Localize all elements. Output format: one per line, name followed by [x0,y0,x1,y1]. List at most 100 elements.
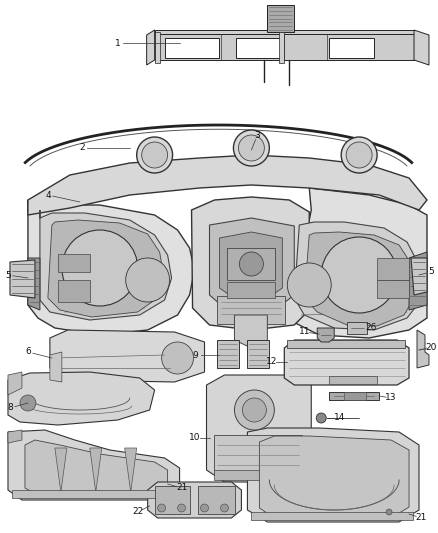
Polygon shape [414,30,429,65]
Polygon shape [411,258,427,295]
Polygon shape [8,430,180,500]
Bar [215,470,302,480]
Bar [251,512,413,520]
Bar [344,392,366,400]
Polygon shape [218,340,240,368]
Circle shape [287,263,331,307]
Circle shape [233,130,269,166]
Circle shape [234,390,274,430]
Polygon shape [50,330,205,382]
Polygon shape [191,197,309,330]
Polygon shape [48,220,164,317]
Polygon shape [284,340,409,385]
Bar [215,435,302,475]
Circle shape [321,237,397,313]
Polygon shape [317,328,334,342]
Polygon shape [155,34,414,60]
Text: 26: 26 [365,324,377,333]
Circle shape [341,137,377,173]
Text: 5: 5 [428,268,434,277]
Polygon shape [209,218,294,312]
Polygon shape [267,5,294,32]
Polygon shape [8,372,155,425]
Text: 1: 1 [115,38,120,47]
Circle shape [126,258,170,302]
Text: 2: 2 [79,143,85,152]
Polygon shape [148,482,241,518]
Bar [58,254,90,272]
Bar [165,38,219,58]
Polygon shape [8,372,22,395]
Polygon shape [219,232,283,303]
Circle shape [201,504,208,512]
Text: 12: 12 [266,358,277,367]
Text: 6: 6 [25,348,31,357]
Bar [227,248,276,280]
Text: 5: 5 [5,271,11,279]
Text: 21: 21 [176,483,187,492]
Text: 22: 22 [132,507,143,516]
Bar [12,490,173,498]
Bar [58,280,90,302]
Bar [329,376,377,384]
Bar [198,486,236,514]
Polygon shape [40,210,172,320]
Polygon shape [347,322,367,334]
Circle shape [158,504,166,512]
Text: 11: 11 [299,327,310,336]
Bar [237,38,281,58]
Text: 3: 3 [254,131,260,140]
Polygon shape [50,352,62,382]
Polygon shape [206,375,311,482]
Polygon shape [247,340,269,368]
Polygon shape [28,258,40,310]
Polygon shape [259,436,409,518]
Text: 8: 8 [7,403,13,413]
Text: 13: 13 [385,393,397,402]
Circle shape [177,504,186,512]
Circle shape [20,395,36,411]
Text: 20: 20 [425,343,437,352]
Circle shape [162,342,194,374]
Circle shape [386,509,392,515]
Circle shape [316,413,326,423]
Polygon shape [25,440,168,496]
Bar [287,340,405,348]
Text: 14: 14 [333,414,345,423]
Polygon shape [281,188,427,338]
Bar [155,486,190,514]
Polygon shape [304,232,414,326]
Bar [377,258,409,280]
Polygon shape [10,260,35,298]
Polygon shape [329,392,379,400]
Polygon shape [279,32,284,63]
Circle shape [137,137,173,173]
Polygon shape [8,430,22,443]
Circle shape [240,252,263,276]
Bar [218,296,285,324]
Circle shape [238,135,265,161]
Circle shape [141,142,168,168]
Circle shape [346,142,372,168]
Polygon shape [155,32,159,63]
Polygon shape [409,252,427,310]
Circle shape [242,398,266,422]
Polygon shape [125,448,137,492]
Text: 9: 9 [193,351,198,359]
Bar [227,282,276,298]
Polygon shape [28,155,427,215]
Circle shape [62,230,138,306]
Circle shape [220,504,229,512]
Polygon shape [247,428,419,522]
Bar [377,280,409,298]
Bar [329,38,374,58]
Polygon shape [155,30,414,36]
Polygon shape [417,330,429,368]
Polygon shape [55,448,67,492]
Text: 21: 21 [415,513,427,522]
Polygon shape [90,448,102,492]
Polygon shape [294,222,421,330]
Text: 10: 10 [189,433,200,442]
Text: 4: 4 [45,190,51,199]
Polygon shape [147,30,155,65]
